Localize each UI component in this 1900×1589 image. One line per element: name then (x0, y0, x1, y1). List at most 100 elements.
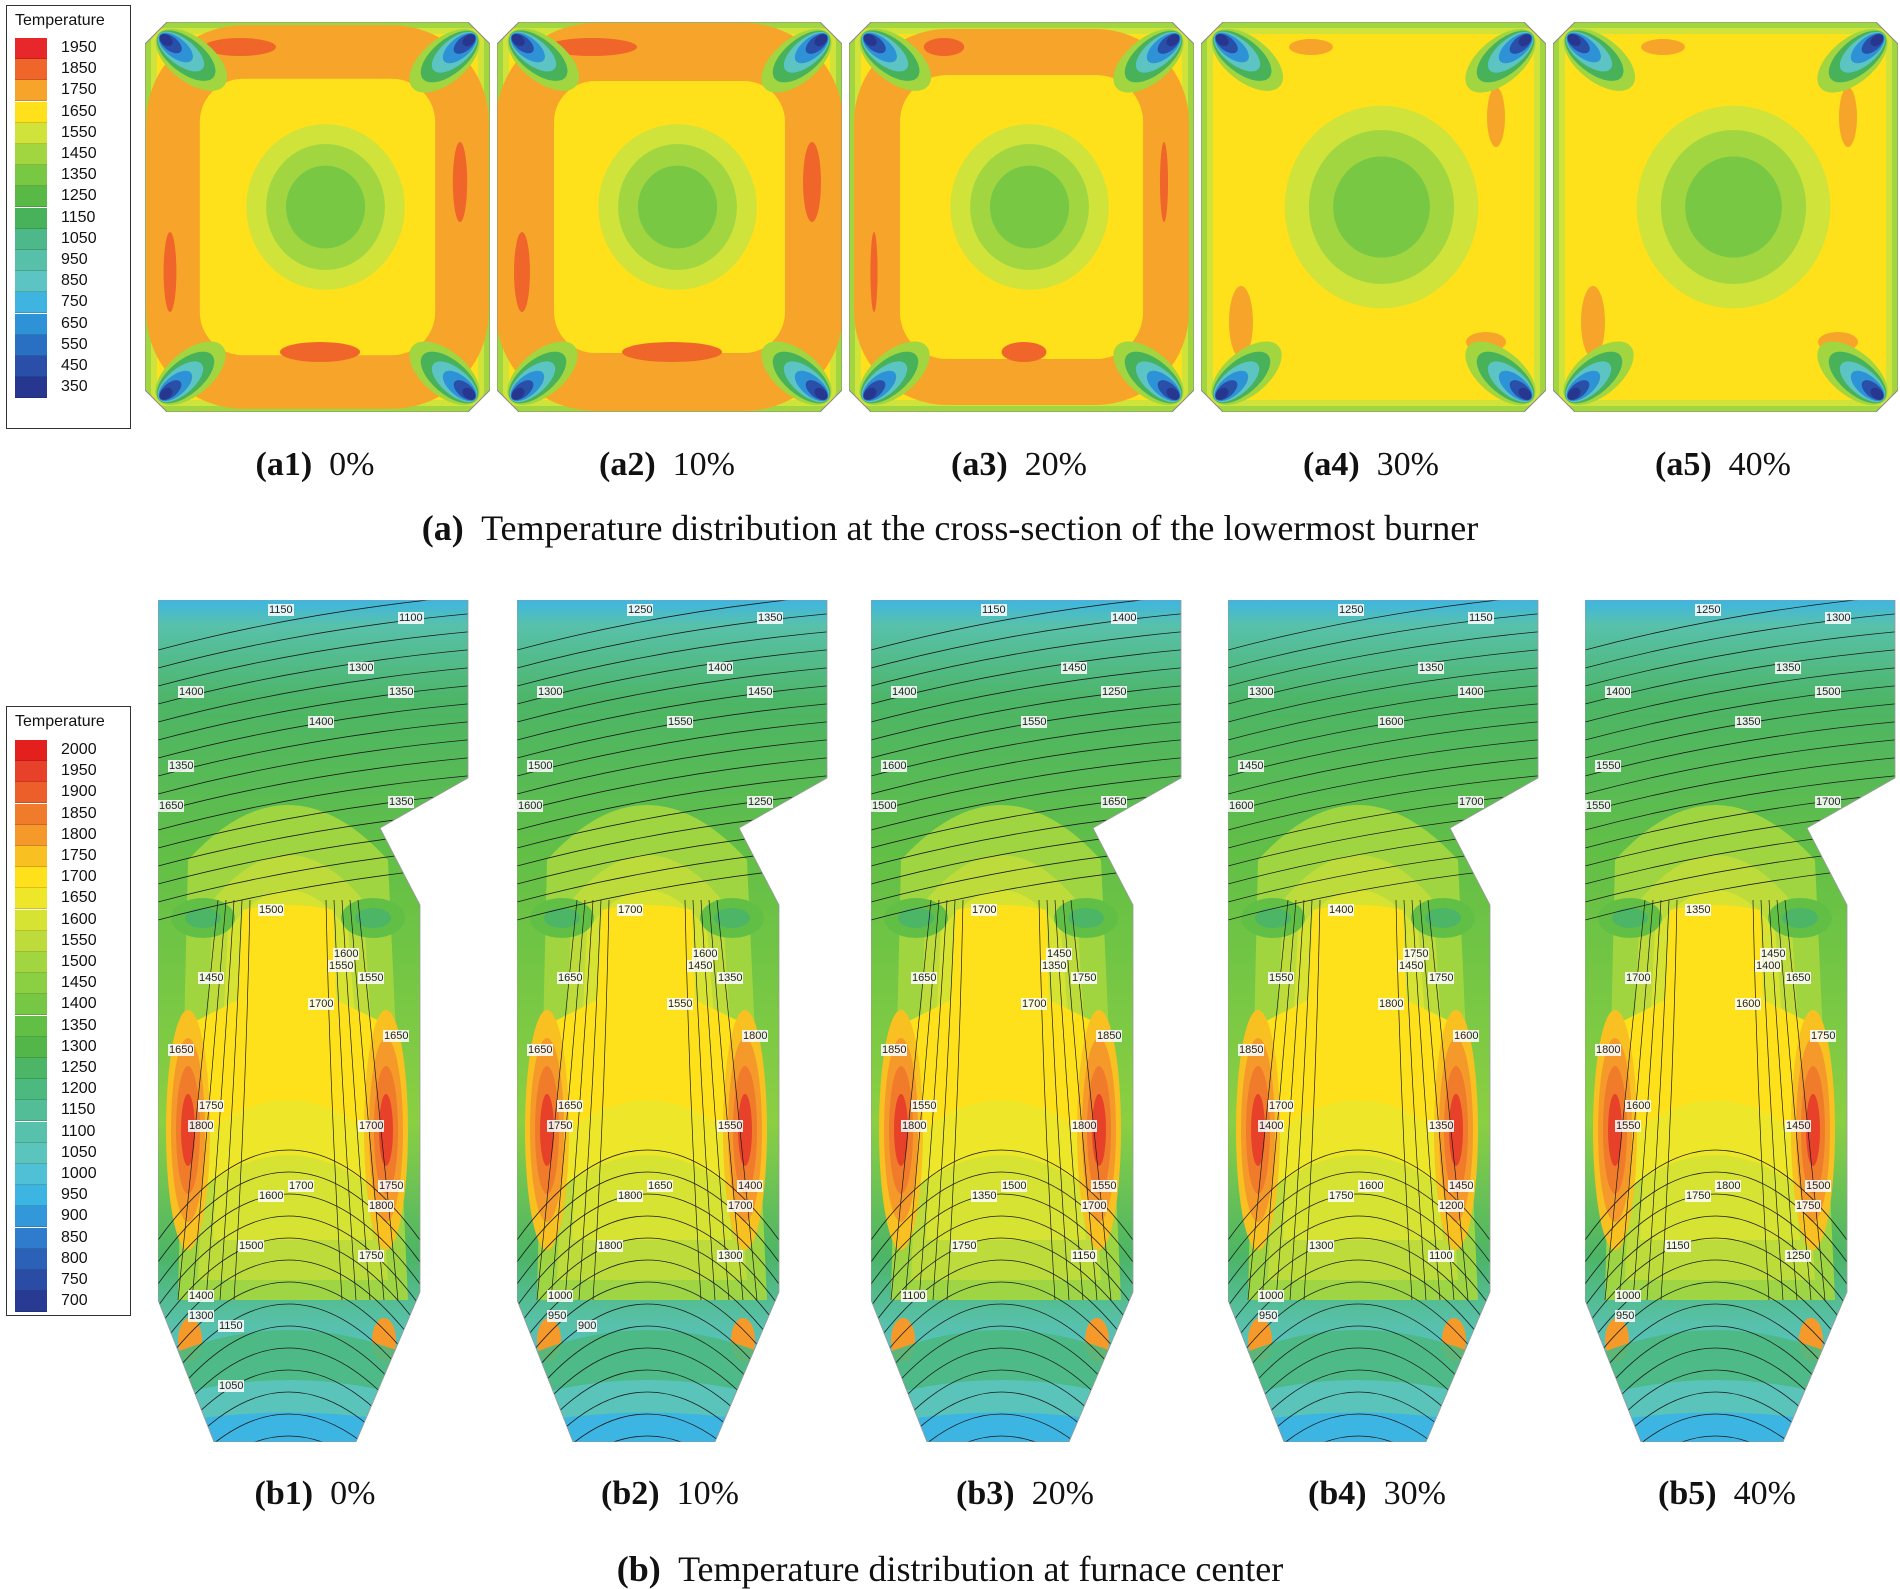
furnace-panel-b1: 1150 1100 1300 1400 1350 1400 1350 1350 1650 1500… (158, 600, 478, 1442)
cross-section-panel-a2 (497, 22, 842, 412)
contour-label: 1350 (717, 972, 744, 984)
contour-line (158, 738, 468, 795)
contour-label: 1400 (1258, 1120, 1285, 1132)
contour-label: 1300 (1248, 686, 1275, 698)
contour-label: 1350 (1735, 716, 1762, 728)
contour-line (1585, 1303, 1848, 1395)
contour-line (871, 666, 1181, 723)
legend-swatch (15, 292, 47, 314)
contour-line (517, 1215, 780, 1307)
contour-line (1585, 666, 1895, 723)
contour-line (158, 600, 468, 651)
burner-jet (859, 28, 932, 91)
contour-line (158, 1237, 421, 1329)
contour-label: 1850 (881, 1044, 908, 1056)
flame-layer (1248, 1100, 1468, 1210)
legend-swatch (15, 144, 47, 165)
legend-label: 1600 (61, 910, 97, 928)
legend-label: 1000 (61, 1165, 97, 1182)
burner-jet (1211, 28, 1284, 91)
contour-line (158, 1413, 421, 1442)
hot-streak (1001, 342, 1047, 362)
contour-line (325, 899, 343, 1301)
contour-line (1303, 899, 1321, 1301)
contour-label: 1650 (527, 1044, 554, 1056)
legend-swatch (15, 313, 47, 335)
contour-label: 1300 (1308, 1240, 1335, 1252)
contour-line (517, 1171, 780, 1263)
panel-caption-a1: (a1) 0% (255, 446, 375, 483)
contour-line (1585, 612, 1895, 669)
legend-label: 1850 (61, 804, 97, 822)
contour-label: 1250 (627, 604, 654, 616)
burner-region (185, 908, 221, 928)
legend-swatch (15, 867, 47, 889)
legend-label: 550 (61, 335, 88, 353)
contour-label: 1550 (1091, 1180, 1118, 1192)
contour-line (158, 1281, 421, 1373)
contour-label: 1150 (218, 1320, 244, 1332)
contour-label: 1800 (617, 1190, 644, 1202)
legend-swatch (15, 803, 47, 825)
contour-label: 1400 (891, 686, 918, 698)
legend-label: 800 (61, 1249, 88, 1267)
contour-label: 1050 (218, 1380, 245, 1392)
contour-line (871, 1237, 1134, 1329)
contour-line (1228, 774, 1538, 831)
contour-line (158, 666, 468, 723)
contour-line (1228, 738, 1538, 795)
contour-label: 1650 (1101, 796, 1128, 808)
hot-streak (622, 342, 722, 362)
contour-label: 1450 (1448, 1180, 1475, 1192)
contour-label: 1300 (1825, 612, 1852, 624)
legend-swatch (15, 1164, 47, 1185)
contour-label: 1000 (1615, 1290, 1642, 1302)
contour-label: 1700 (727, 1200, 754, 1212)
contour-line (871, 630, 1181, 687)
legend-swatch (15, 782, 47, 804)
contour-label: 1500 (871, 800, 898, 812)
panel-caption-b3: (b3) 20% (956, 1475, 1094, 1512)
legend-label: 1200 (61, 1080, 97, 1098)
contour-label: 1100 (1428, 1250, 1454, 1262)
panel-caption-a2: (a2) 10% (599, 446, 735, 483)
hopper-layer (1228, 1412, 1490, 1442)
legend-label: 350 (61, 378, 88, 396)
contour-line (871, 774, 1181, 831)
contour-label: 1450 (747, 686, 774, 698)
contour-line (517, 1303, 780, 1395)
contour-label: 1500 (1815, 686, 1842, 698)
legend-swatch (15, 334, 47, 356)
contour-label: 1700 (1815, 796, 1842, 808)
hot-streak (1159, 142, 1169, 222)
legend-label: 750 (61, 1271, 88, 1288)
contour-label: 1800 (597, 1240, 624, 1252)
contour-line (517, 684, 827, 741)
legend-label: 1550 (61, 123, 97, 141)
contour-line (1228, 1259, 1491, 1351)
contour-label: 1150 (1468, 612, 1494, 624)
burner-jet (1211, 341, 1282, 406)
contour-label: 1000 (1258, 1290, 1285, 1302)
contour-label: 1700 (1625, 972, 1652, 984)
burner-region (1782, 908, 1818, 928)
legend-label: 750 (61, 293, 88, 311)
contour-line (871, 738, 1181, 795)
contour-line (158, 774, 468, 831)
contour-label: 1750 (1685, 1190, 1712, 1202)
contour-label: 1800 (901, 1120, 928, 1132)
legend-label: 900 (61, 1207, 88, 1225)
section-outline (1201, 22, 1546, 412)
contour-label: 1750 (1071, 972, 1098, 984)
burner-jet (1817, 341, 1888, 406)
contour-line (517, 1193, 780, 1285)
legend-label: 1450 (61, 145, 97, 162)
hot-ring (854, 29, 1189, 405)
legend-label: 1700 (61, 868, 97, 886)
contour-label: 1550 (717, 1120, 744, 1132)
furnace-outline (158, 600, 469, 1442)
legend-label: 1550 (61, 931, 97, 949)
contour-line (517, 1237, 780, 1329)
contour-line (517, 774, 827, 831)
panel-caption-b2: (b2) 10% (601, 1475, 739, 1512)
